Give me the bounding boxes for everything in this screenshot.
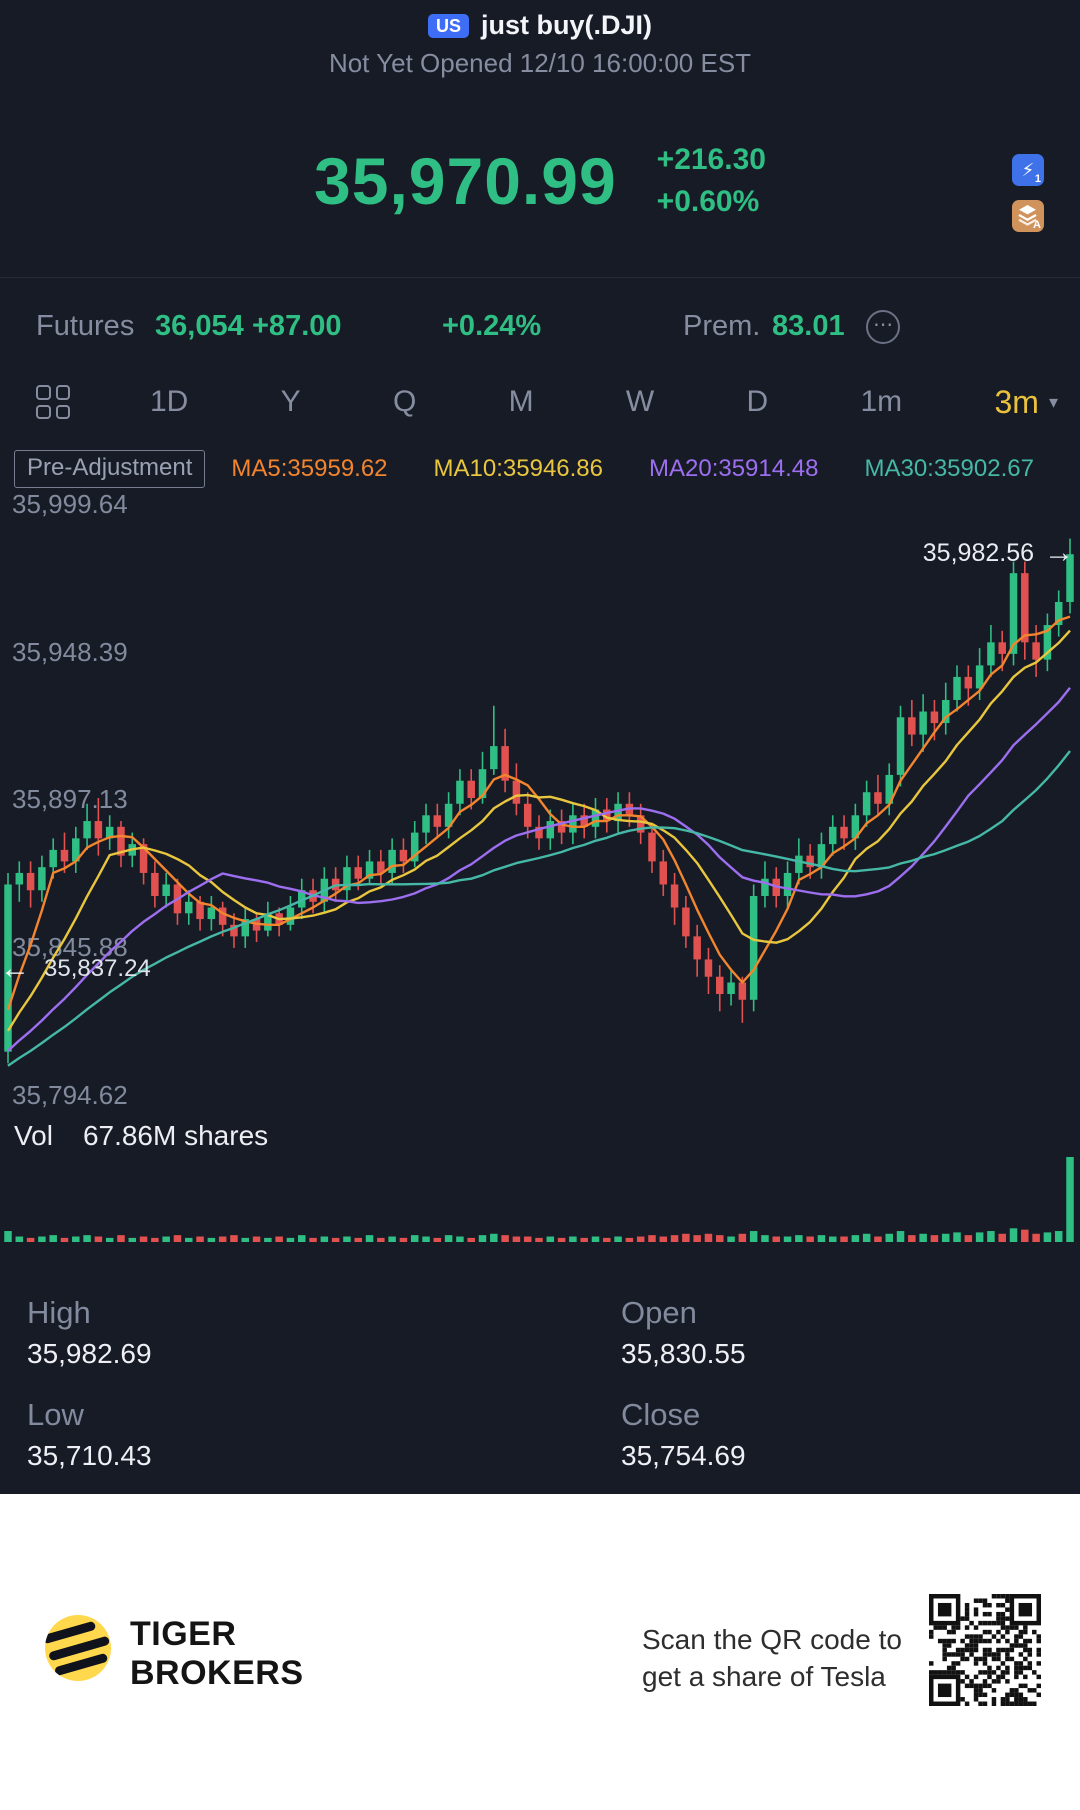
brand-name: TIGER BROKERS [130, 1615, 304, 1693]
active-period-label: 3m [994, 383, 1039, 420]
y-axis-label-4: 35,845.88 [12, 932, 128, 962]
current-price-tag: 35,982.56 → [923, 536, 1074, 570]
y-axis-label-1: 35,999.64 [12, 489, 128, 519]
chevron-down-icon: ▾ [1048, 391, 1058, 412]
low-value: 35,710.43 [27, 1440, 152, 1471]
flash-icon[interactable]: ⚡ 1 [1012, 154, 1044, 186]
period-tab-1m[interactable]: 1m [860, 385, 903, 418]
ma30-label: MA30:35902.67 [864, 455, 1034, 482]
qr-caption-line-2: get a share of Tesla [642, 1661, 886, 1692]
period-tab-3m-active[interactable]: 3m ▾ [994, 384, 1058, 421]
ma-legend: MA5:35959.62 MA10:35946.86 MA20:35914.48… [231, 455, 1034, 483]
brand-line-2: BROKERS [130, 1654, 304, 1692]
layers-badge-letter: A [1033, 219, 1041, 231]
futures-change: +87.00 [252, 310, 342, 342]
price-change-percent: +0.60% [656, 185, 760, 218]
close-value: 35,754.69 [621, 1440, 746, 1471]
market-badge: US [427, 13, 469, 38]
change-block: +216.30 +0.60% [657, 143, 766, 219]
period-tab-d[interactable]: D [746, 385, 769, 418]
futures-label: Futures [36, 310, 135, 342]
qr-caption: Scan the QR code to get a share of Tesla [642, 1621, 902, 1695]
y-axis-label-3: 35,897.13 [12, 784, 128, 814]
close-label: Close [621, 1397, 701, 1432]
volume-row: Vol 67.86M shares [14, 1120, 268, 1152]
section-divider [0, 277, 1080, 278]
tiger-brokers-logo [45, 1615, 111, 1681]
market-status: Not Yet Opened 12/10 16:00:00 EST [328, 48, 752, 78]
volume-label: Vol [14, 1120, 53, 1151]
futures-row: Futures 36,054 +87.00 +0.24% Prem. 83.01… [0, 300, 1080, 352]
header: US just buy(.DJI) [0, 10, 1080, 41]
period-tab-m[interactable]: M [508, 385, 534, 418]
more-options-icon[interactable]: ⋯ [866, 310, 900, 344]
period-tab-1d[interactable]: 1D [150, 385, 189, 418]
corner-icons: ⚡ 1 A [1012, 154, 1044, 232]
page-title: just buy(.DJI) [481, 10, 653, 40]
open-value: 35,830.55 [621, 1338, 746, 1369]
layers-glyph [1018, 205, 1037, 226]
qr-caption-line-1: Scan the QR code to [642, 1624, 902, 1655]
high-value: 35,982.69 [27, 1338, 152, 1369]
y-axis-label-5: 35,794.62 [12, 1080, 128, 1110]
period-tab-q[interactable]: Q [392, 385, 417, 418]
y-axis-label-2: 35,948.39 [12, 637, 128, 667]
chart-layout-grid-icon[interactable] [36, 385, 70, 419]
period-tabs: 1D Y Q M W D 1m 3m ▾ [150, 376, 1058, 428]
qr-code [929, 1594, 1041, 1706]
arrow-right-icon: → [1044, 536, 1074, 569]
premium-value: 83.01 [772, 310, 845, 342]
pre-adjustment-button[interactable]: Pre-Adjustment [14, 450, 206, 488]
ma10-label: MA10:35946.86 [433, 455, 603, 482]
period-toolbar: 1D Y Q M W D 1m 3m ▾ [0, 376, 1080, 428]
ma20-label: MA20:35914.48 [649, 455, 819, 482]
low-label: Low [27, 1397, 84, 1432]
brand-line-1: TIGER [130, 1615, 237, 1653]
period-tab-y[interactable]: Y [280, 385, 301, 418]
quote-block: 35,970.99 +216.30 +0.60% [0, 122, 1080, 240]
prev-close-marker: ← 35,837.24 [0, 952, 151, 986]
open-label: Open [621, 1295, 697, 1330]
price-change: +216.30 [656, 143, 766, 176]
last-price: 35,970.99 [314, 144, 617, 218]
chart-header: Pre-Adjustment MA5:35959.62 MA10:35946.8… [14, 450, 1080, 488]
futures-price: 36,054 [155, 310, 244, 342]
ma5-label: MA5:35959.62 [231, 455, 388, 482]
period-tab-w[interactable]: W [625, 385, 655, 418]
layers-icon[interactable]: A [1012, 200, 1044, 232]
current-price-tag-value: 35,982.56 [922, 538, 1034, 567]
lightning-glyph: ⚡ [1021, 160, 1035, 180]
volume-shares: 67.86M shares [82, 1120, 269, 1151]
price-chart[interactable] [0, 480, 1080, 1255]
high-label: High [27, 1295, 91, 1330]
futures-change-percent: +0.24% [442, 310, 542, 342]
arrow-left-icon: ← [0, 952, 30, 985]
footer-banner: TIGER BROKERS Scan the QR code to get a … [0, 1494, 1080, 1810]
flash-badge-count: 1 [1034, 173, 1041, 185]
premium-label: Prem. [683, 310, 761, 342]
prev-close-marker-value: 35,837.24 [44, 955, 151, 982]
